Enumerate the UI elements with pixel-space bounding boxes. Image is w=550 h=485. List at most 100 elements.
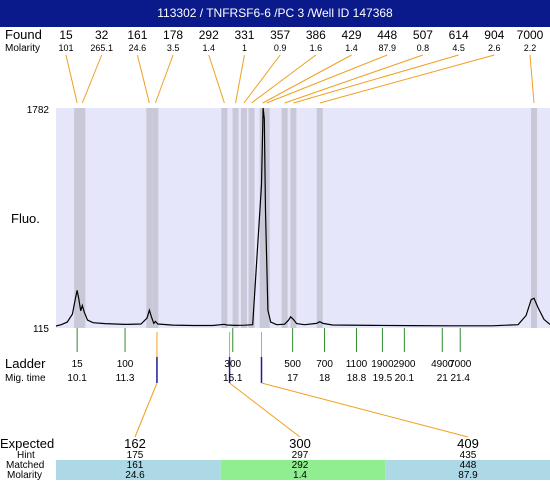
ladder-size: 15: [72, 359, 84, 370]
ladder-mig-time: 21: [437, 373, 449, 384]
matched-label: Matched: [6, 460, 44, 471]
peak-band: [316, 108, 323, 328]
matched-segment: [220, 460, 386, 480]
matched-molarity: 24.6: [125, 470, 145, 480]
peak-band: [146, 108, 153, 328]
matched-value: 161: [127, 460, 144, 471]
ladder-size: 2900: [393, 359, 416, 370]
found-connector: [293, 54, 459, 104]
peak-band: [152, 108, 159, 328]
peak-band: [281, 108, 288, 328]
matched-value: 448: [460, 460, 477, 471]
ladder-mig-time: 21.4: [450, 373, 470, 384]
found-label: Found: [5, 27, 42, 42]
peak-band: [221, 108, 228, 328]
found-size: 614: [449, 28, 469, 42]
found-molarity: 2.2: [524, 43, 537, 53]
hint-value: 175: [127, 450, 144, 461]
y-tick-min: 115: [33, 324, 49, 335]
y-tick-max: 1782: [27, 105, 50, 116]
expected-size: 300: [289, 436, 311, 451]
found-molarity: 0.9: [274, 43, 287, 53]
ladder-mig-time: 15.1: [223, 373, 243, 384]
window-title: 113302 / TNFRSF6-6 /PC 3 /Well ID 147368: [0, 0, 550, 27]
found-molarity: 1.4: [345, 43, 358, 53]
found-size: 386: [306, 28, 326, 42]
peak-band: [290, 108, 297, 328]
ladder-size: 7000: [449, 359, 472, 370]
found-size: 904: [484, 28, 504, 42]
found-molarity: 2.6: [488, 43, 501, 53]
ladder-size: 300: [224, 359, 241, 370]
found-connector: [136, 54, 150, 104]
matched-value: 292: [292, 460, 309, 471]
found-molarity: 1.4: [203, 43, 216, 53]
ladder-size: 4900: [431, 359, 454, 370]
found-molarity: 1.6: [310, 43, 323, 53]
ladder-size: 1900: [371, 359, 394, 370]
found-molarity: 265.1: [90, 43, 113, 53]
found-connector: [81, 54, 103, 104]
ladder-label: Ladder: [5, 356, 46, 371]
ladder-size: 700: [316, 359, 333, 370]
ladder-size: 1100: [346, 359, 368, 370]
found-size: 331: [234, 28, 254, 42]
peak-band: [79, 108, 86, 328]
molarity-label: Molarity: [5, 43, 40, 54]
found-size: 357: [270, 28, 290, 42]
peak-band: [240, 108, 247, 328]
found-molarity: 101: [58, 43, 73, 53]
found-size: 161: [127, 28, 147, 42]
peak-band: [74, 108, 81, 328]
ladder-mig-time: 10.1: [67, 373, 87, 384]
ladder-mig-time: 17: [287, 373, 299, 384]
molarity-row-label: Molarity: [7, 470, 42, 480]
peak-band: [263, 108, 270, 328]
mig-time-label: Mig. time: [5, 373, 46, 384]
found-connector: [208, 54, 225, 104]
found-connector: [65, 54, 78, 104]
hint-value: 435: [460, 450, 477, 461]
found-connector: [235, 54, 245, 104]
found-size: 7000: [517, 28, 544, 42]
electropherogram-chart: Found Molarity Fluo. Ladder Mig. time Ex…: [0, 27, 550, 481]
found-size: 178: [163, 28, 183, 42]
peak-band: [248, 108, 255, 328]
expected-connector-bottom: [261, 382, 469, 438]
ladder-mig-time: 19.5: [373, 373, 393, 384]
found-connector: [529, 54, 535, 104]
ladder-mig-time: 11.3: [116, 373, 135, 384]
found-connector: [251, 54, 317, 104]
found-connector: [266, 54, 388, 104]
fluo-axis-label: Fluo.: [11, 211, 40, 226]
hint-value: 297: [292, 450, 309, 461]
found-size: 507: [413, 28, 433, 42]
ladder-mig-time: 18: [319, 373, 331, 384]
peak-band: [259, 108, 266, 328]
ladder-size: 100: [117, 359, 134, 370]
found-size: 292: [199, 28, 219, 42]
found-connector: [154, 54, 174, 104]
expected-connector-bottom: [229, 382, 301, 438]
plot-background: [56, 108, 550, 328]
found-connector: [262, 54, 352, 104]
found-molarity: 1: [242, 43, 247, 53]
found-connector: [319, 54, 495, 104]
ladder-mig-time: 20.1: [395, 373, 415, 384]
found-size: 429: [342, 28, 362, 42]
matched-segment: [385, 460, 550, 480]
found-molarity: 3.5: [167, 43, 180, 53]
matched-molarity: 1.4: [293, 470, 307, 480]
matched-segment: [56, 460, 221, 480]
peak-band: [232, 108, 239, 328]
fluorescence-trace: [55, 107, 550, 327]
found-molarity: 87.9: [378, 43, 396, 53]
electropherogram-panel: Found Molarity Fluo. Ladder Mig. time Ex…: [0, 27, 550, 481]
peak-band: [531, 108, 538, 328]
found-molarity: 0.8: [417, 43, 430, 53]
found-size: 32: [95, 28, 109, 42]
found-connector: [284, 54, 424, 104]
matched-molarity: 87.9: [458, 470, 478, 480]
expected-size: 409: [457, 436, 479, 451]
ladder-mig-time: 18.8: [347, 373, 367, 384]
